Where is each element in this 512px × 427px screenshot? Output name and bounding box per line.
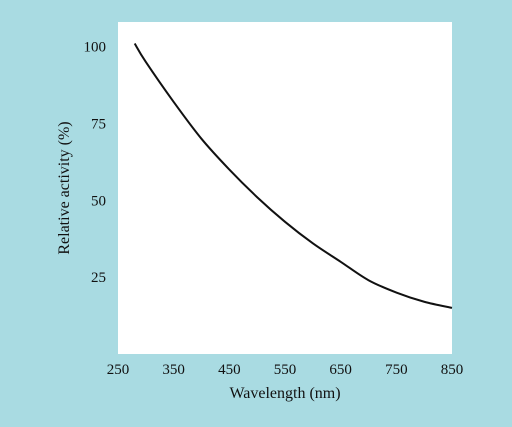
x-axis-label: Wavelength (nm) (229, 385, 340, 402)
x-tick-label: 450 (218, 362, 241, 378)
x-tick-label: 550 (274, 362, 297, 378)
y-tick-label: 50 (91, 193, 106, 209)
x-tick-label: 350 (162, 362, 185, 378)
x-tick-label: 850 (441, 362, 464, 378)
plot-area (118, 22, 452, 354)
y-tick-label: 75 (91, 116, 106, 132)
series-line (133, 43, 453, 309)
y-axis-label: Relative activity (%) (56, 121, 73, 254)
y-tick-labels: 25 50 75 100 (84, 40, 107, 287)
x-tick-label: 650 (329, 362, 352, 378)
y-tick-label: 25 (91, 270, 106, 286)
x-tick-label: 250 (107, 362, 130, 378)
x-tick-labels: 250 350 450 550 650 750 850 (107, 362, 464, 378)
y-tick-label: 100 (84, 40, 107, 56)
x-tick-label: 750 (385, 362, 408, 378)
